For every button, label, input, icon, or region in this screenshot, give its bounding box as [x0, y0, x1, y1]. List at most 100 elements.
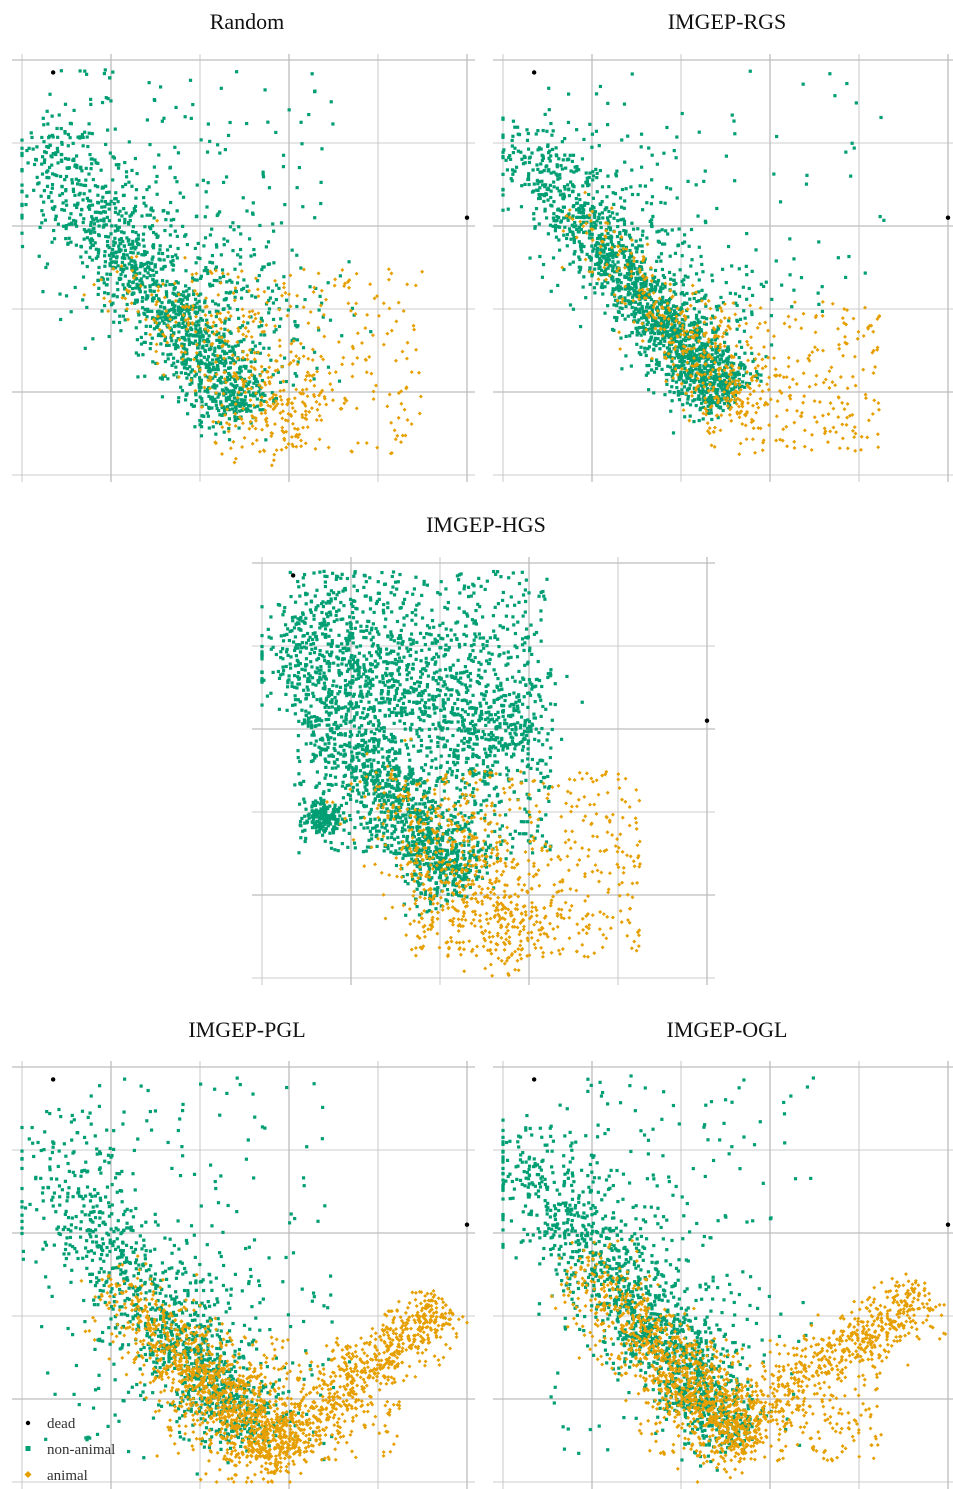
point-non-animal	[234, 344, 238, 348]
point-non-animal	[69, 212, 73, 216]
point-non-animal	[252, 381, 256, 385]
point-non-animal	[231, 348, 235, 352]
point-non-animal	[145, 315, 149, 319]
point-non-animal	[96, 251, 101, 255]
point-non-animal	[193, 425, 197, 429]
point-non-animal	[105, 272, 109, 276]
point-non-animal	[117, 225, 121, 229]
point-non-animal	[150, 336, 154, 340]
point-non-animal	[216, 143, 220, 147]
point-non-animal	[89, 220, 93, 225]
point-non-animal	[650, 318, 655, 323]
point-non-animal	[169, 328, 174, 332]
point-animal	[405, 282, 410, 287]
point-non-animal	[197, 363, 201, 367]
point-non-animal	[541, 156, 545, 160]
point-non-animal	[545, 129, 549, 133]
point-non-animal	[580, 210, 584, 214]
point-non-animal	[127, 180, 131, 184]
point-non-animal	[92, 222, 97, 226]
point-non-animal	[214, 315, 218, 319]
point-non-animal	[159, 334, 164, 338]
point-non-animal	[93, 184, 98, 188]
point-non-animal	[726, 349, 730, 353]
series-non-animal	[260, 569, 584, 917]
point-non-animal	[197, 360, 201, 364]
point-non-animal	[577, 207, 581, 211]
point-non-animal	[244, 364, 248, 369]
point-animal	[837, 342, 841, 347]
point-non-animal	[726, 244, 731, 249]
point-non-animal	[228, 278, 232, 283]
point-non-animal	[599, 225, 603, 230]
point-non-animal	[100, 199, 104, 203]
point-animal	[190, 272, 195, 277]
point-non-animal	[863, 271, 867, 275]
point-non-animal	[266, 286, 270, 290]
point-non-animal	[218, 210, 222, 214]
point-non-animal	[534, 132, 538, 136]
point-non-animal	[321, 315, 325, 319]
point-non-animal	[263, 333, 267, 337]
point-animal	[609, 206, 614, 211]
point-non-animal	[229, 394, 233, 398]
point-non-animal	[113, 241, 117, 245]
point-non-animal	[74, 243, 78, 247]
point-non-animal	[563, 225, 567, 229]
point-non-animal	[246, 382, 250, 387]
point-non-animal	[20, 138, 24, 142]
point-non-animal	[83, 346, 87, 350]
point-non-animal	[107, 190, 111, 194]
point-non-animal	[232, 351, 237, 355]
point-non-animal	[309, 660, 313, 664]
point-non-animal	[620, 287, 624, 291]
point-non-animal	[643, 350, 647, 354]
point-non-animal	[644, 353, 648, 358]
point-animal	[386, 267, 391, 272]
point-non-animal	[205, 387, 210, 392]
point-non-animal	[610, 211, 615, 215]
point-non-animal	[222, 430, 226, 434]
point-non-animal	[501, 208, 505, 212]
point-animal	[134, 254, 139, 259]
point-animal	[308, 378, 313, 383]
point-non-animal	[646, 320, 650, 324]
point-non-animal	[83, 69, 87, 73]
point-non-animal	[182, 312, 186, 316]
point-non-animal	[245, 209, 249, 213]
point-animal	[304, 387, 309, 392]
point-non-animal	[160, 377, 165, 381]
point-non-animal	[118, 209, 122, 213]
point-animal	[412, 327, 417, 332]
point-animal	[750, 437, 755, 442]
point-non-animal	[282, 275, 286, 279]
point-non-animal	[687, 244, 691, 248]
point-animal	[319, 288, 324, 293]
point-animal	[301, 425, 306, 430]
point-non-animal	[31, 147, 35, 151]
point-non-animal	[54, 214, 58, 218]
point-non-animal	[124, 308, 128, 313]
point-non-animal	[639, 281, 643, 286]
panel-title: IMGEP-HGS	[426, 512, 546, 537]
point-non-animal	[666, 232, 670, 236]
point-animal	[241, 320, 246, 324]
point-non-animal	[118, 314, 122, 318]
point-non-animal	[187, 342, 192, 347]
point-non-animal	[662, 151, 666, 155]
point-non-animal	[233, 379, 238, 384]
point-non-animal	[630, 221, 634, 225]
point-non-animal	[80, 261, 85, 265]
point-animal	[754, 410, 759, 415]
point-non-animal	[140, 299, 144, 303]
point-animal	[786, 314, 791, 319]
point-non-animal	[204, 339, 208, 343]
point-non-animal	[636, 227, 640, 231]
point-non-animal	[151, 282, 155, 287]
point-non-animal	[211, 385, 215, 389]
point-non-animal	[123, 217, 127, 222]
point-non-animal	[112, 243, 116, 247]
point-animal	[744, 321, 749, 326]
point-animal	[309, 406, 314, 411]
point-non-animal	[303, 298, 307, 302]
